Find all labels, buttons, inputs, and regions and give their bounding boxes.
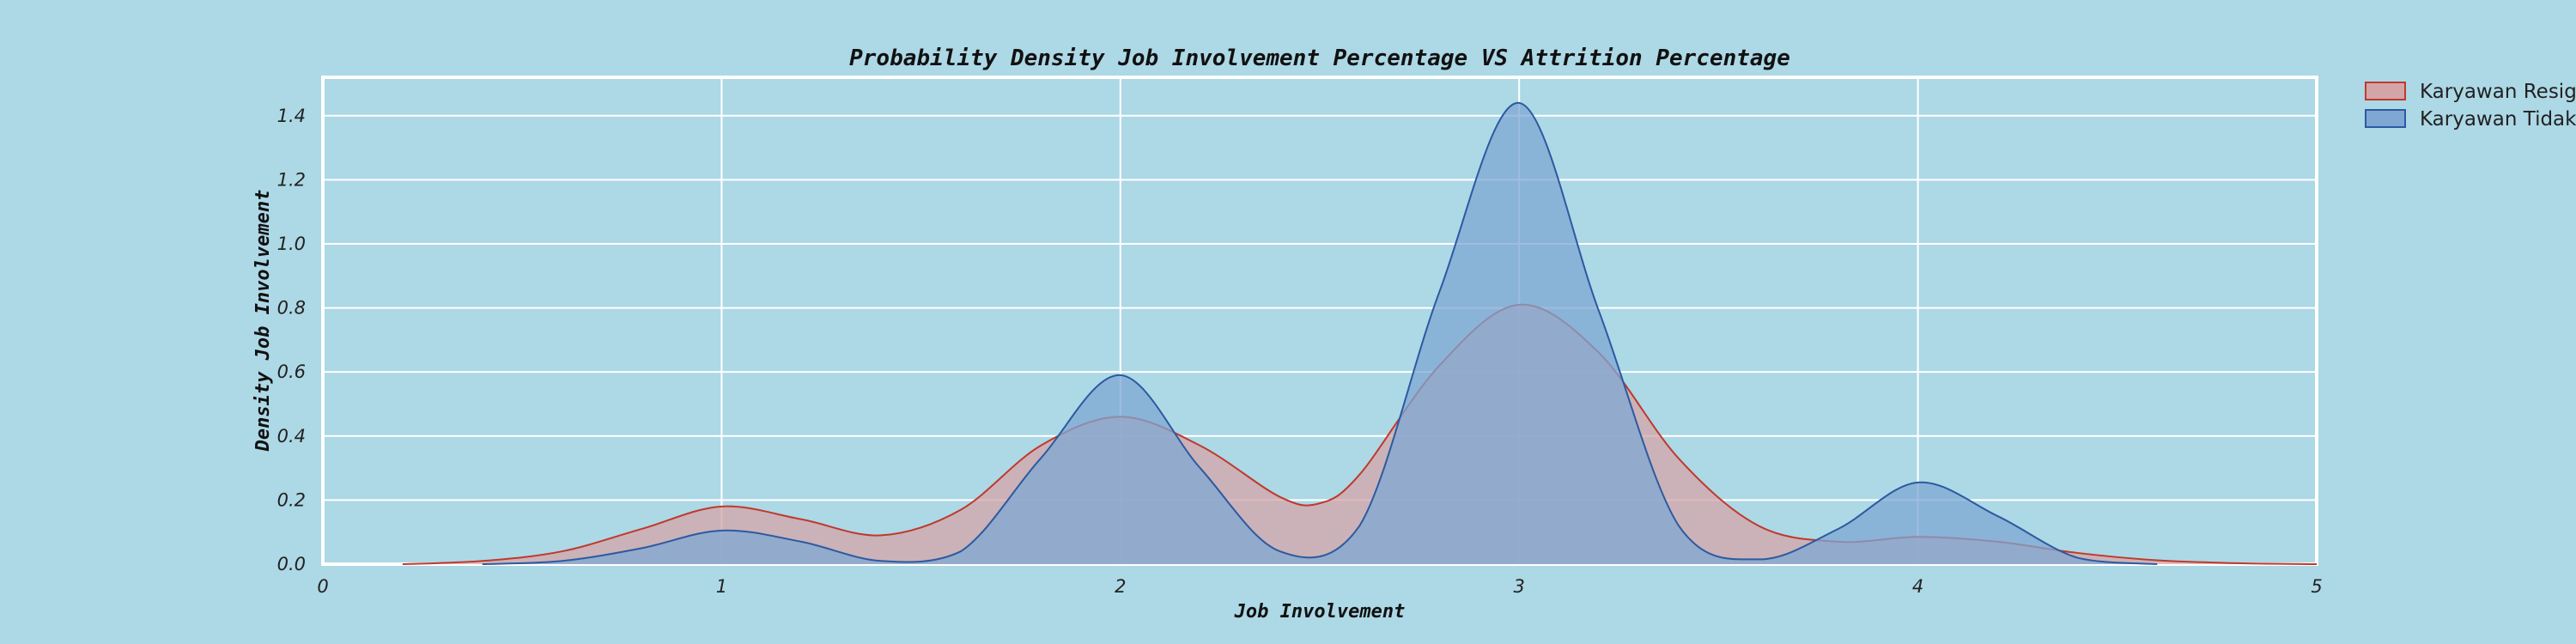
legend-swatch-resign	[2365, 82, 2406, 100]
series-layer	[402, 101, 2318, 565]
density-line-tidak-resign	[482, 101, 2158, 565]
y-axis-title: Density Job Involvement	[252, 190, 274, 453]
legend: Karyawan Resign Karyawan Tidak Resign	[2365, 81, 2576, 131]
x-tick-label: 4	[1912, 576, 1923, 597]
x-axis-title: Job Involvement	[1234, 601, 1406, 623]
y-tick-label: 0.2	[277, 489, 306, 510]
y-tick-label: 0.0	[277, 554, 306, 574]
chart-title: Probability Density Job Involvement Perc…	[849, 46, 1790, 71]
density-area-tidak-resign	[482, 102, 2158, 565]
y-tick-label: 1.0	[277, 234, 306, 254]
x-tick-label: 5	[2311, 576, 2322, 597]
x-tick-label: 2	[1115, 576, 1126, 597]
legend-label-tidak-resign: Karyawan Tidak Resign	[2420, 108, 2576, 131]
density-area-resign	[402, 304, 2318, 564]
y-tick-label: 0.6	[277, 361, 306, 382]
legend-swatch-tidak-resign	[2365, 109, 2406, 128]
x-tick-label: 0	[317, 576, 328, 597]
plot-area	[321, 76, 2318, 566]
y-tick-label: 1.2	[277, 169, 306, 190]
x-tick-label: 1	[716, 576, 727, 597]
y-tick-label: 1.4	[277, 106, 306, 126]
legend-label-resign: Karyawan Resign	[2420, 81, 2576, 103]
x-tick-label: 3	[1514, 576, 1525, 597]
tick-labels: 0 1 2 3 4 5 0.0 0.2 0.4 0.6 0.8 1.0 1.2 1.4	[277, 106, 2323, 597]
y-tick-label: 0.4	[277, 426, 306, 447]
y-tick-label: 0.8	[277, 298, 306, 319]
